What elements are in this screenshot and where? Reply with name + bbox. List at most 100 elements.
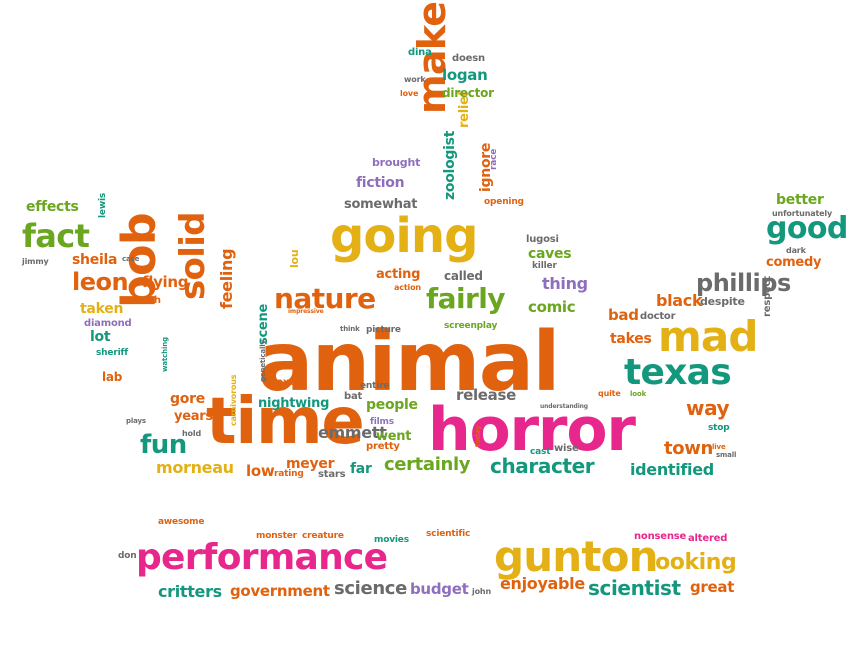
cloud-word-stop: stop — [708, 423, 730, 433]
cloud-word-diamond: diamond — [84, 318, 132, 329]
cloud-word-government: government — [230, 582, 330, 600]
cloud-word-budget: budget — [410, 580, 469, 598]
cloud-word-stars: stars — [318, 469, 346, 480]
cloud-word-case: case — [122, 255, 140, 263]
cloud-word-don: don — [118, 551, 137, 561]
cloud-word-work: work — [404, 75, 426, 84]
cloud-word-race: race — [489, 148, 499, 170]
cloud-word-think: think — [340, 325, 360, 333]
cloud-word-cast: cast — [530, 447, 551, 457]
cloud-word-way: way — [686, 396, 730, 420]
cloud-word-creature: creature — [302, 531, 344, 541]
cloud-word-logan: logan — [442, 66, 488, 84]
cloud-word-texas: texas — [624, 352, 732, 393]
cloud-word-entire: entire — [360, 381, 390, 391]
cloud-word-dark: dark — [786, 246, 806, 255]
cloud-word-zoologist: zoologist — [442, 130, 458, 200]
cloud-word-critters: critters — [158, 582, 222, 601]
cloud-word-character: character — [490, 454, 595, 478]
cloud-word-awesome: awesome — [158, 517, 205, 527]
cloud-word-feeling: feeling — [217, 248, 236, 309]
cloud-word-genetically: genetically — [259, 340, 267, 382]
cloud-word-far: far — [350, 461, 372, 477]
cloud-word-emmett: emmett — [318, 423, 387, 442]
cloud-word-years: years — [174, 409, 213, 424]
cloud-word-monster: monster — [256, 531, 297, 541]
cloud-word-lot: lot — [90, 329, 111, 345]
cloud-word-films: films — [370, 417, 394, 427]
cloud-word-time: time — [206, 385, 365, 459]
cloud-word-love: love — [400, 89, 419, 98]
cloud-word-leon: leon — [72, 268, 129, 296]
cloud-word-enjoyable: enjoyable — [500, 574, 585, 593]
cloud-word-altered: altered — [688, 533, 728, 544]
cloud-word-action: action — [394, 283, 421, 292]
cloud-word-sheriff: sheriff — [96, 348, 128, 358]
cloud-word-brought: brought — [372, 156, 421, 169]
cloud-word-bad: bad — [608, 306, 639, 324]
cloud-word-dina: dina — [408, 47, 432, 58]
cloud-word-screenplay: screenplay — [444, 321, 498, 331]
cloud-word-director: director — [442, 86, 494, 100]
cloud-word-looking: looking — [648, 550, 737, 575]
cloud-word-scientific: scientific — [426, 529, 471, 539]
cloud-word-animal: animal — [258, 315, 561, 410]
cloud-word-scientist: scientist — [588, 576, 681, 600]
cloud-word-black: black — [656, 291, 703, 310]
cloud-word-doctor: doctor — [640, 311, 676, 322]
cloud-word-acting: acting — [376, 267, 421, 282]
cloud-word-morneau: morneau — [156, 458, 234, 477]
cloud-word-nightwing: nightwing — [258, 396, 330, 411]
cloud-word-bat: bat — [344, 391, 363, 402]
cloud-word-certainly: certainly — [384, 454, 471, 475]
cloud-word-low: low — [246, 462, 275, 480]
cloud-word-went: went — [376, 429, 412, 444]
cloud-word-lugosi: lugosi — [526, 234, 559, 245]
cloud-word-watch: watch — [128, 295, 161, 306]
cloud-word-despite: despite — [700, 295, 745, 308]
cloud-word-lou: lou — [288, 249, 301, 269]
cloud-word-takes: takes — [610, 331, 652, 347]
cloud-word-look: look — [630, 390, 647, 398]
cloud-word-sheila: sheila — [72, 252, 118, 268]
cloud-word-great: great — [690, 578, 735, 596]
cloud-word-live: live — [712, 443, 726, 451]
cloud-word-plays: plays — [126, 417, 146, 425]
cloud-word-hold: hold — [182, 429, 202, 438]
cloud-word-lab: lab — [102, 370, 123, 384]
cloud-word-caves: caves — [528, 246, 572, 262]
cloud-word-performance: performance — [136, 537, 388, 578]
cloud-word-impressive: impressive — [288, 308, 324, 315]
cloud-word-watching: watching — [161, 337, 169, 372]
cloud-word-lewis: lewis — [98, 192, 108, 218]
cloud-word-wise: wise — [554, 443, 579, 454]
cloud-word-taken: taken — [80, 301, 124, 317]
cloud-word-town: town — [664, 438, 713, 459]
cloud-word-fairly: fairly — [426, 282, 506, 315]
cloud-word-nonsense: nonsense — [634, 531, 687, 542]
cloud-word-respect: respect — [762, 276, 773, 317]
cloud-word-thing: thing — [542, 274, 588, 293]
cloud-word-doesn: doesn — [452, 53, 485, 64]
cloud-word-phillips: phillips — [696, 269, 791, 297]
cloud-word-called: called — [444, 269, 483, 283]
cloud-word-movies: movies — [374, 535, 409, 545]
cloud-word-today: today — [474, 425, 482, 447]
cloud-word-foxes: foxes — [272, 377, 302, 388]
cloud-word-fun: fun — [140, 430, 187, 460]
cloud-word-comedy: comedy — [766, 255, 822, 270]
cloud-word-small: small — [716, 451, 737, 459]
cloud-word-carnivorous: carnivorous — [229, 374, 238, 426]
cloud-word-rating: rating — [274, 469, 304, 479]
cloud-word-understanding: understanding — [540, 403, 588, 410]
cloud-word-going: going — [330, 208, 478, 264]
cloud-word-mad: mad — [658, 312, 758, 361]
cloud-word-unfortunately: unfortunately — [772, 209, 833, 218]
cloud-word-jimmy: jimmy — [22, 257, 49, 266]
cloud-word-picture: picture — [366, 325, 401, 335]
cloud-word-fact: fact — [22, 217, 90, 255]
cloud-word-nature: nature — [274, 282, 376, 315]
cloud-word-release: release — [456, 386, 517, 404]
cloud-word-pretty: pretty — [366, 441, 400, 452]
